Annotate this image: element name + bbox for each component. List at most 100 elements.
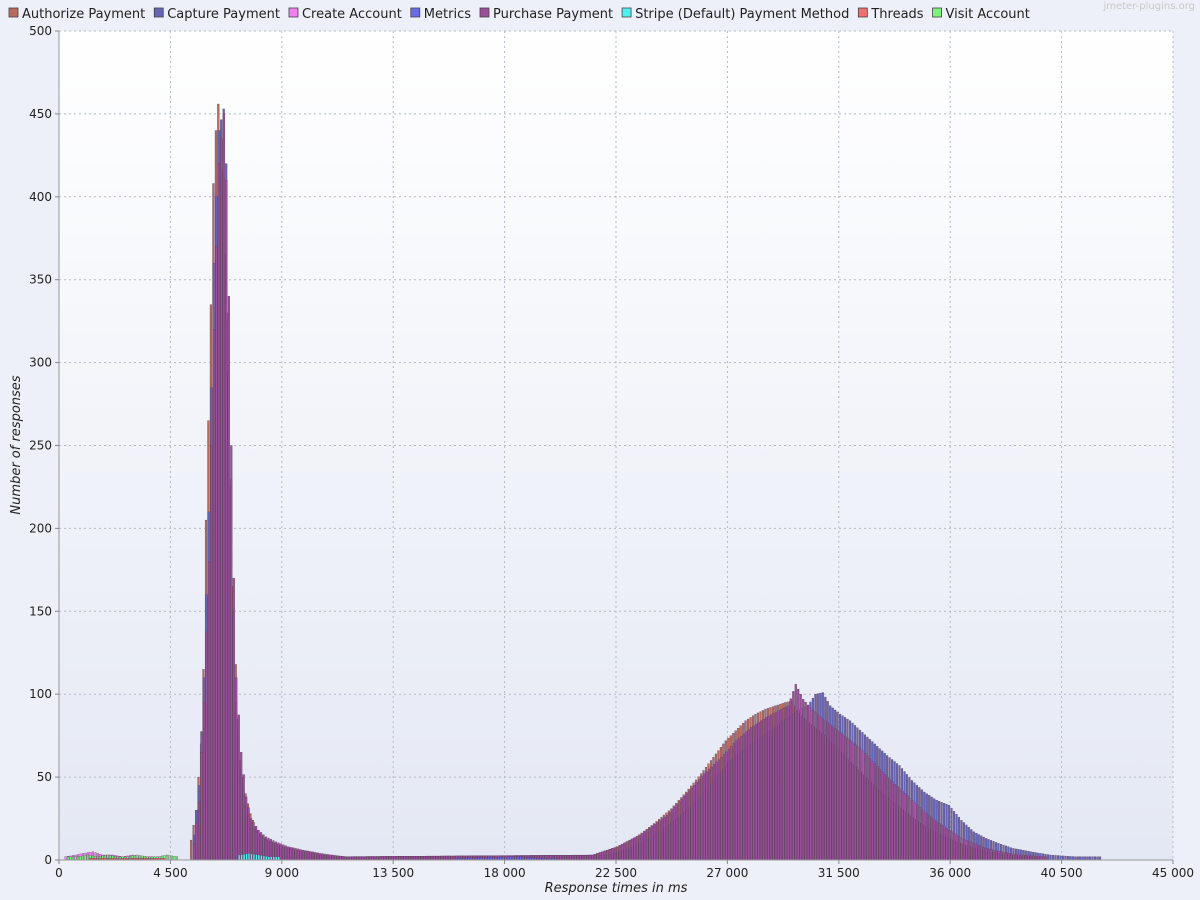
- bar: [376, 856, 379, 861]
- bar: [668, 812, 671, 861]
- bar: [448, 855, 451, 861]
- bar: [812, 710, 815, 861]
- bar: [626, 841, 629, 861]
- bar: [247, 807, 250, 861]
- bar: [297, 848, 300, 861]
- bar: [618, 845, 622, 861]
- x-tick-label: 45 000: [1152, 866, 1194, 880]
- bar: [391, 856, 394, 861]
- bar: [574, 854, 577, 861]
- bar: [166, 854, 169, 861]
- bar: [371, 856, 374, 861]
- legend-label: Metrics: [424, 7, 471, 22]
- bar: [636, 835, 639, 861]
- bar: [977, 845, 981, 861]
- bar: [423, 856, 426, 861]
- bar: [821, 718, 825, 861]
- bar: [740, 736, 743, 861]
- bar: [326, 854, 329, 861]
- legend-swatch: [288, 7, 299, 18]
- bar: [663, 816, 666, 861]
- bar: [566, 855, 570, 861]
- bar: [557, 855, 560, 861]
- bar: [923, 811, 926, 861]
- bar: [992, 849, 995, 861]
- y-tick-label: 200: [29, 521, 52, 535]
- legend-label: Authorize Payment: [22, 7, 145, 22]
- bar: [816, 714, 820, 861]
- bar: [242, 774, 245, 861]
- bar: [958, 836, 961, 861]
- bar: [678, 801, 681, 861]
- bar: [606, 849, 609, 861]
- bar: [844, 736, 847, 861]
- x-tick-label: 36 000: [929, 866, 971, 880]
- bar: [430, 855, 433, 861]
- bar: [638, 834, 641, 861]
- bar: [388, 856, 391, 861]
- bar: [864, 753, 867, 861]
- bar: [321, 853, 324, 861]
- bar: [257, 854, 260, 861]
- bar: [955, 834, 958, 861]
- bar: [903, 793, 906, 861]
- bar: [386, 856, 389, 861]
- bar: [265, 856, 268, 861]
- legend-swatch: [932, 7, 942, 18]
- bar: [963, 839, 966, 861]
- bar: [334, 855, 337, 861]
- bar: [997, 851, 1000, 861]
- x-tick-label: 0: [55, 866, 63, 880]
- bar: [435, 855, 438, 861]
- bar: [648, 827, 651, 861]
- bar: [579, 854, 582, 861]
- bar: [856, 746, 859, 861]
- bar: [656, 822, 659, 861]
- legend-item-purchase-payment: Purchase Payment: [479, 7, 613, 22]
- bar: [203, 702, 206, 861]
- bar: [247, 853, 251, 861]
- bar: [819, 716, 822, 861]
- bar: [727, 748, 730, 861]
- bar: [935, 821, 938, 861]
- bar: [438, 855, 441, 861]
- bar: [735, 740, 738, 861]
- bar: [230, 445, 233, 861]
- bar: [631, 838, 634, 861]
- bar: [898, 788, 901, 861]
- legend-label: Visit Account: [946, 7, 1030, 22]
- bar: [302, 849, 305, 861]
- bar: [596, 853, 599, 861]
- watermark: jmeter-plugins.org: [1102, 1, 1195, 12]
- bar: [925, 813, 929, 861]
- y-tick-label: 50: [37, 770, 52, 784]
- bar: [1039, 856, 1042, 861]
- bar: [834, 728, 837, 861]
- bar: [1061, 855, 1064, 861]
- bar: [571, 855, 575, 861]
- bar: [737, 738, 740, 861]
- bar: [86, 854, 89, 861]
- bar: [1056, 855, 1060, 861]
- legend-label: Threads: [870, 7, 923, 22]
- bar: [168, 855, 171, 861]
- bar: [940, 825, 943, 861]
- bar: [1010, 853, 1013, 861]
- bar: [670, 809, 674, 861]
- bar: [717, 759, 721, 861]
- y-tick-label: 350: [29, 273, 52, 287]
- bar: [782, 708, 785, 861]
- bar: [240, 752, 243, 861]
- bar: [908, 797, 911, 861]
- bar: [643, 831, 646, 861]
- x-tick-label: 22 500: [595, 866, 637, 880]
- bar: [418, 856, 421, 861]
- bar: [613, 847, 617, 861]
- legend-item-capture-payment: Capture Payment: [153, 7, 280, 22]
- bar: [777, 710, 780, 861]
- bar: [985, 848, 988, 861]
- bar: [730, 746, 733, 861]
- y-tick-label: 400: [29, 190, 52, 204]
- bar: [807, 704, 810, 861]
- bars-layer: [64, 103, 1102, 861]
